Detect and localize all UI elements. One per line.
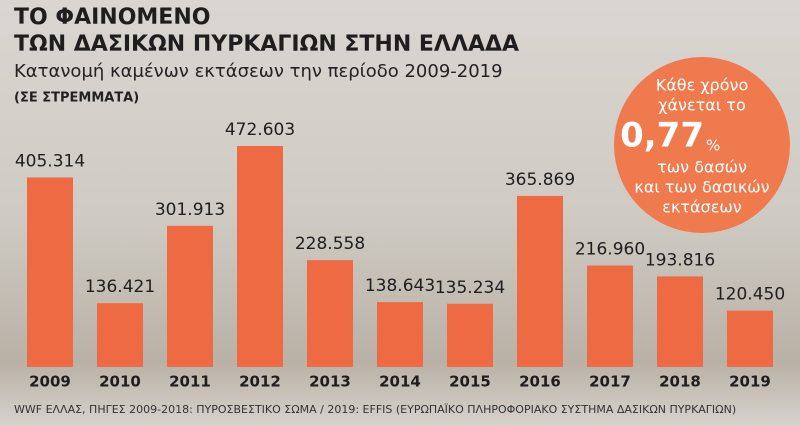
value-label: 405.314	[15, 151, 85, 171]
value-label: 365.869	[505, 170, 575, 190]
x-tick-label: 2015	[449, 373, 491, 391]
value-label: 120.450	[715, 285, 785, 305]
callout-figure: 0,77	[620, 116, 704, 156]
callout-circle	[614, 57, 790, 233]
bar	[307, 260, 353, 367]
source: WWF ΕΛΛΑΣ, ΠΗΓΕΣ 2009-2018: ΠΥΡΟΣΒΕΣΤΙΚΟ…	[14, 403, 736, 416]
x-tick-label: 2014	[379, 373, 421, 391]
callout-figure-unit: %	[706, 137, 720, 155]
callout-text: των δασών	[657, 158, 747, 177]
bar	[27, 177, 73, 367]
value-label: 138.643	[365, 276, 435, 296]
callout-text: και των δασικών	[634, 178, 769, 197]
bar	[587, 265, 633, 367]
bar	[167, 225, 213, 367]
bar	[237, 146, 283, 367]
bar	[727, 310, 773, 367]
x-tick-label: 2012	[239, 373, 281, 391]
value-label: 472.603	[225, 120, 295, 140]
bar	[377, 302, 423, 367]
x-tick-label: 2010	[99, 373, 141, 391]
callout-text: χάνεται το	[658, 96, 745, 115]
callout-text: Κάθε χρόνο	[656, 76, 748, 95]
unit-note: (ΣΕ ΣΤΡΕΜΜΑΤΑ)	[14, 91, 139, 106]
bar	[447, 303, 493, 367]
subtitle: Κατανομή καμένων εκτάσεων την περίοδο 20…	[14, 61, 503, 82]
x-tick-label: 2019	[729, 373, 771, 391]
chart-title: ΤΩΝ ΔΑΣΙΚΩΝ ΠΥΡΚΑΓΙΩΝ ΣΤΗΝ ΕΛΛΑΔΑ	[14, 32, 519, 57]
x-tick-label: 2017	[589, 373, 631, 391]
bar	[517, 195, 563, 367]
value-label: 135.234	[435, 278, 505, 298]
callout-text: εκτάσεων	[662, 198, 741, 217]
value-label: 228.558	[295, 234, 365, 254]
x-tick-label: 2018	[659, 373, 701, 391]
x-tick-label: 2016	[519, 373, 561, 391]
value-label: 301.913	[155, 200, 225, 220]
value-label: 136.421	[85, 277, 155, 297]
value-label: 216.960	[575, 240, 645, 260]
x-tick-label: 2013	[309, 373, 351, 391]
bar	[97, 303, 143, 367]
x-tick-label: 2011	[169, 373, 211, 391]
bar	[657, 276, 703, 367]
value-label: 193.816	[645, 250, 715, 270]
x-tick-label: 2009	[29, 373, 71, 391]
chart-title: ΤΟ ΦΑΙΝΟΜΕΝΟ	[14, 5, 210, 30]
